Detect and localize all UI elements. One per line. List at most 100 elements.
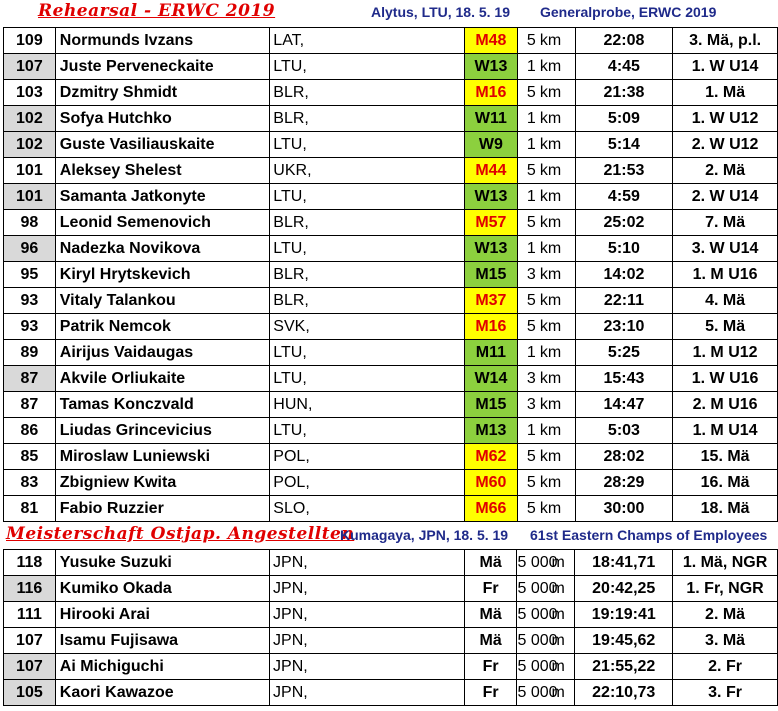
distance-cell: 5 km	[516, 495, 576, 522]
points-cell: 87	[3, 365, 56, 392]
distance-cell: 5 000m	[516, 575, 576, 602]
athlete-name-cell: Vitaly Talankou	[54, 287, 271, 314]
rank-cell: 1. Fr, NGR	[672, 575, 778, 602]
table-row: 101 Aleksey Shelest UKR, M44 5 km 21:53 2. Mä	[3, 157, 778, 184]
time-cell: 28:29	[574, 469, 674, 496]
table-row: 87 Tamas Konczvald HUN, M15 3 km 14:47 2. M U16	[3, 391, 778, 418]
points-cell: 93	[3, 313, 56, 340]
distance-cell: 5 000m	[516, 601, 576, 628]
athlete-name-cell: Aleksey Shelest	[54, 157, 271, 184]
athlete-name-cell: Kumiko Okada	[54, 575, 271, 602]
distance-unit: m	[551, 631, 565, 649]
time-cell: 5:14	[574, 131, 674, 158]
nation-cell: LTU,	[269, 365, 465, 392]
athlete-name-cell: Tamas Konczvald	[54, 391, 271, 418]
time-cell: 18:41,71	[574, 549, 674, 576]
class-cell: M60	[463, 469, 518, 496]
distance-cell: 1 km	[516, 105, 576, 132]
distance-value: 5	[526, 317, 536, 335]
rank-cell: 2. W U12	[672, 131, 778, 158]
table-row: 98 Leonid Semenovich BLR, M57 5 km 25:02 7. Mä	[3, 209, 778, 236]
class-cell: M15	[463, 261, 518, 288]
class-cell: W13	[463, 53, 518, 80]
athlete-name-cell: Sofya Hutchko	[54, 105, 271, 132]
nation-cell: JPN,	[269, 679, 465, 706]
rank-cell: 1. M U14	[672, 417, 778, 444]
points-cell: 103	[3, 79, 56, 106]
distance-unit: km	[539, 421, 562, 439]
table-row: 102 Sofya Hutchko BLR, W11 1 km 5:09 1. W U12	[3, 105, 778, 132]
table-row: 107 Juste Perveneckaite LTU, W13 1 km 4:45 1. W…	[3, 53, 778, 80]
time-cell: 5:09	[574, 105, 674, 132]
points-cell: 105	[3, 679, 56, 706]
nation-cell: JPN,	[269, 627, 465, 654]
distance-unit: km	[539, 213, 562, 231]
distance-cell: 3 km	[516, 261, 576, 288]
rank-cell: 2. Fr	[672, 653, 778, 680]
nation-cell: BLR,	[269, 261, 465, 288]
rank-cell: 2. Mä	[672, 601, 778, 628]
class-cell: M48	[463, 27, 518, 54]
points-cell: 86	[3, 417, 56, 444]
class-cell: W14	[463, 365, 518, 392]
points-cell: 107	[3, 653, 56, 680]
distance-value: 5 000	[517, 579, 558, 597]
section2-results-table: 118 Yusuke Suzuki JPN, Mä 5 000m 18:41,71 1. M…	[3, 549, 778, 706]
nation-cell: LTU,	[269, 339, 465, 366]
athlete-name-cell: Dzmitry Shmidt	[54, 79, 271, 106]
distance-cell: 5 km	[516, 469, 576, 496]
table-row: 107 Isamu Fujisawa JPN, Mä 5 000m 19:45,62 3. …	[3, 627, 778, 654]
time-cell: 14:47	[574, 391, 674, 418]
table-row: 107 Ai Michiguchi JPN, Fr 5 000m 21:55,22 2. F…	[3, 653, 778, 680]
athlete-name-cell: Normunds Ivzans	[54, 27, 271, 54]
nation-cell: LTU,	[269, 235, 465, 262]
class-cell: Fr	[463, 575, 518, 602]
class-cell: Mä	[463, 627, 518, 654]
table-row: 81 Fabio Ruzzier SLO, M66 5 km 30:00 18. Mä	[3, 495, 778, 522]
table-row: 109 Normunds Ivzans LAT, M48 5 km 22:08 3. Mä, …	[3, 27, 778, 54]
table-row: 95 Kiryl Hrytskevich BLR, M15 3 km 14:02 1. M U…	[3, 261, 778, 288]
time-cell: 19:19:41	[574, 601, 674, 628]
athlete-name-cell: Akvile Orliukaite	[54, 365, 271, 392]
distance-unit: m	[551, 683, 565, 701]
athlete-name-cell: Leonid Semenovich	[54, 209, 271, 236]
nation-cell: POL,	[269, 443, 465, 470]
distance-unit: km	[539, 369, 562, 387]
distance-cell: 5 km	[516, 157, 576, 184]
class-cell: M66	[463, 495, 518, 522]
distance-value: 3	[526, 395, 536, 413]
class-cell: M37	[463, 287, 518, 314]
points-cell: 96	[3, 235, 56, 262]
points-cell: 107	[3, 627, 56, 654]
time-cell: 22:10,73	[574, 679, 674, 706]
nation-cell: BLR,	[269, 79, 465, 106]
time-cell: 5:25	[574, 339, 674, 366]
class-cell: Fr	[463, 653, 518, 680]
athlete-name-cell: Juste Perveneckaite	[54, 53, 271, 80]
nation-cell: HUN,	[269, 391, 465, 418]
distance-value: 5	[526, 213, 536, 231]
class-cell: Mä	[463, 601, 518, 628]
class-cell: M16	[463, 313, 518, 340]
rank-cell: 1. M U12	[672, 339, 778, 366]
distance-value: 5	[526, 447, 536, 465]
distance-value: 5 000	[517, 631, 558, 649]
class-cell: M15	[463, 391, 518, 418]
time-cell: 25:02	[574, 209, 674, 236]
distance-cell: 5 km	[516, 443, 576, 470]
time-cell: 19:45,62	[574, 627, 674, 654]
athlete-name-cell: Samanta Jatkonyte	[54, 183, 271, 210]
rank-cell: 5. Mä	[672, 313, 778, 340]
distance-value: 1	[526, 135, 536, 153]
time-cell: 21:55,22	[574, 653, 674, 680]
distance-cell: 5 km	[516, 209, 576, 236]
table-row: 93 Patrik Nemcok SVK, M16 5 km 23:10 5. Mä	[3, 313, 778, 340]
athlete-name-cell: Guste Vasiliauskaite	[54, 131, 271, 158]
points-cell: 93	[3, 287, 56, 314]
distance-cell: 5 000m	[516, 549, 576, 576]
distance-unit: km	[539, 499, 562, 517]
class-cell: W11	[463, 105, 518, 132]
distance-value: 1	[526, 239, 536, 257]
distance-unit: km	[539, 265, 562, 283]
points-cell: 87	[3, 391, 56, 418]
